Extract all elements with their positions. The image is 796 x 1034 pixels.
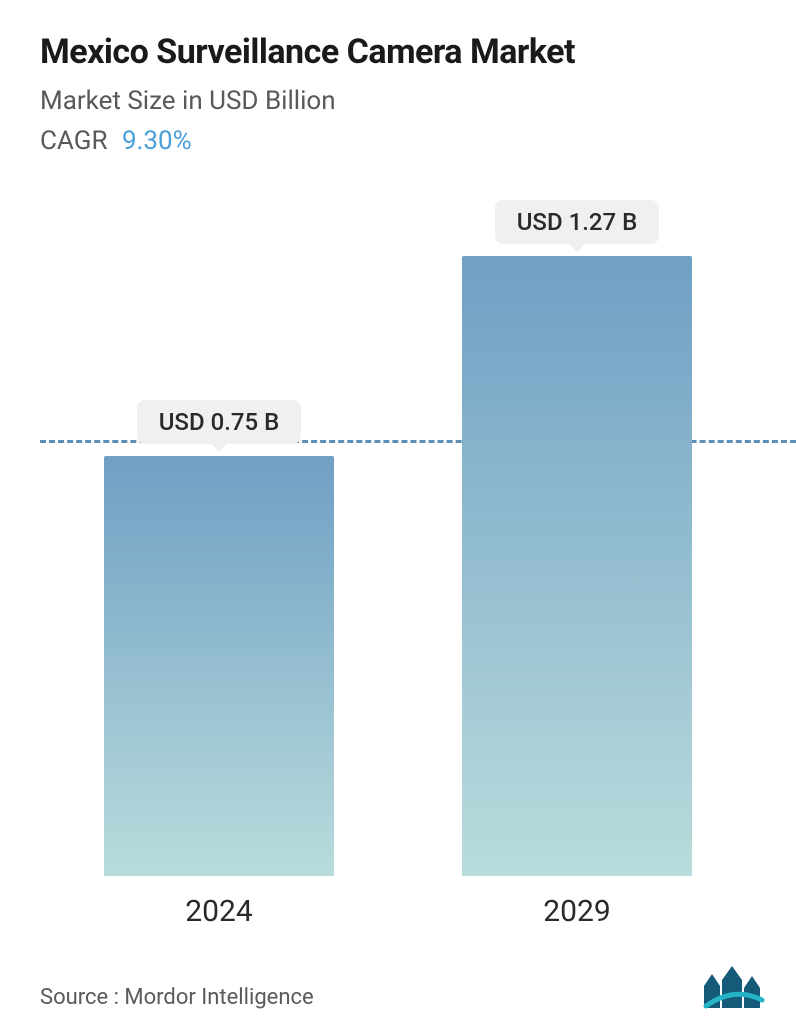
cagr-label: CAGR	[40, 126, 107, 156]
chart-container: Mexico Surveillance Camera Market Market…	[0, 0, 796, 1034]
cagr-row: CAGR 9.30%	[40, 126, 756, 156]
chart-subtitle: Market Size in USD Billion	[40, 86, 756, 116]
x-label-2024: 2024	[79, 894, 359, 929]
chart-plot-area: USD 0.75 B USD 1.27 B	[40, 196, 756, 876]
x-axis-labels: 2024 2029	[40, 894, 756, 929]
cagr-value: 9.30%	[122, 126, 192, 156]
source-attribution: Source : Mordor Intelligence	[40, 985, 314, 1010]
bar-group-2029: USD 1.27 B	[437, 200, 717, 876]
x-label-2029: 2029	[437, 894, 717, 929]
chart-footer: Source : Mordor Intelligence	[40, 966, 766, 1010]
bars-group: USD 0.75 B USD 1.27 B	[40, 196, 756, 876]
chart-title: Mexico Surveillance Camera Market	[40, 32, 756, 72]
bar-group-2024: USD 0.75 B	[79, 400, 359, 876]
bar-value-label: USD 1.27 B	[495, 200, 660, 244]
bar-value-label: USD 0.75 B	[137, 400, 302, 444]
bar-2029	[462, 256, 692, 876]
mordor-logo-icon	[702, 966, 766, 1010]
bar-2024	[104, 456, 334, 876]
